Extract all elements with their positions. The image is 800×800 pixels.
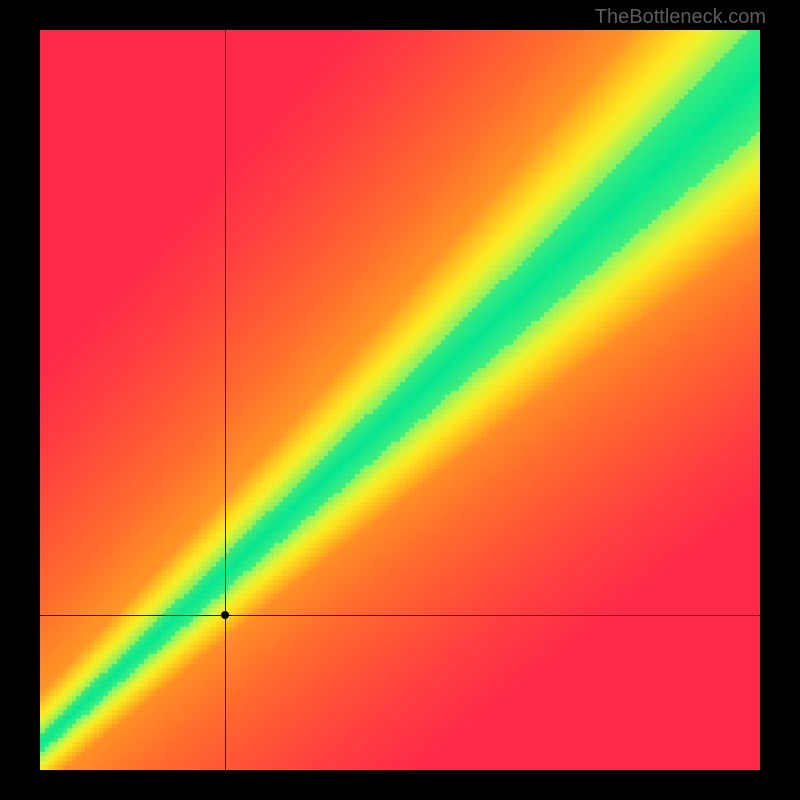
crosshair-marker-dot [221,611,229,619]
chart-frame [40,30,760,770]
watermark-source-label: TheBottleneck.com [595,6,766,29]
bottleneck-heatmap-canvas [40,30,760,770]
crosshair-horizontal [40,615,760,616]
crosshair-vertical [225,30,226,770]
